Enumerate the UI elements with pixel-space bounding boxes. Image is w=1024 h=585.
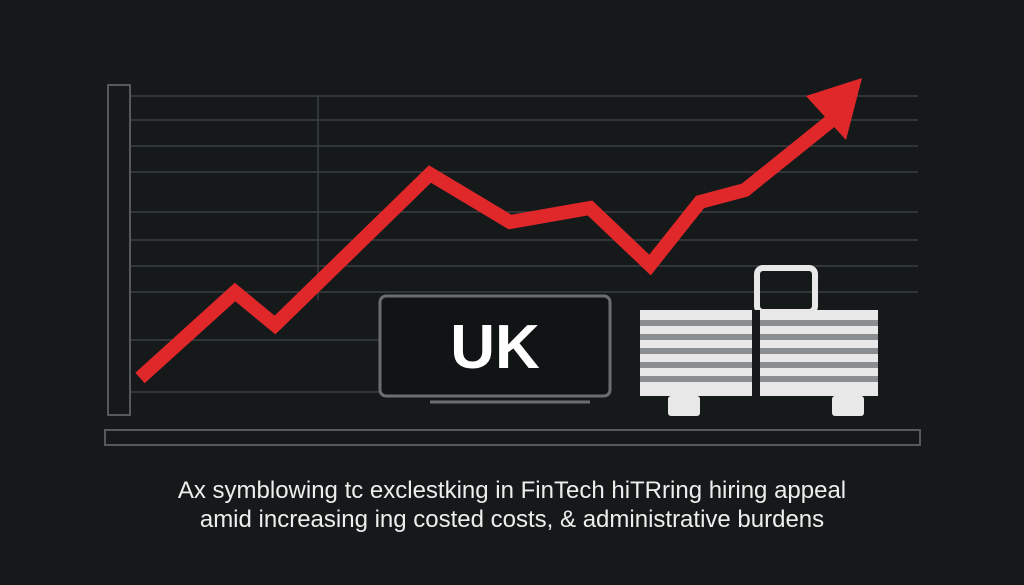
- trend-line: [135, 114, 837, 384]
- frame-bottom: [104, 429, 921, 446]
- briefcase-icon: [640, 265, 878, 416]
- caption-line: Ax symblowing tc exclestking in FinTech …: [178, 477, 846, 504]
- arrow-head: [806, 78, 862, 140]
- caption-line: amid increasing ing costed costs, & admi…: [200, 506, 824, 533]
- frame-left: [107, 84, 131, 416]
- label-text: UK: [450, 313, 540, 382]
- label-box: [378, 294, 612, 398]
